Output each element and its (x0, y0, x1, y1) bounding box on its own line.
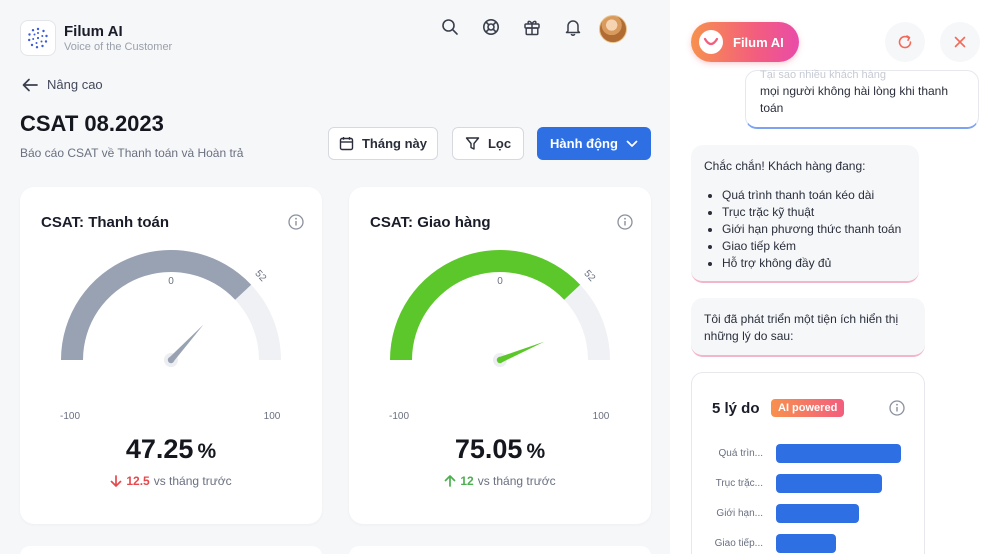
list-item: Giao tiếp kém (722, 238, 906, 255)
delta-text: vs tháng trước (477, 474, 556, 488)
gauge-mid-label: 0 (497, 276, 503, 287)
ai-chat-panel: Filum AI Tại sao nhiều khách hàng mọi ng… (670, 0, 1000, 554)
needle-center (496, 356, 504, 364)
csat-value: 75.05% (349, 434, 651, 465)
header-icons (440, 17, 583, 37)
gauge-marker-label: 52 (252, 268, 268, 284)
bar[interactable] (776, 474, 883, 493)
bar-label: Giới hạn... (716, 508, 763, 519)
list-item: Quá trình thanh toán kéo dài (722, 187, 906, 204)
gauge-min-label: -100 (60, 411, 80, 422)
bar-label: Trục trặc... (715, 478, 763, 489)
list-item: Trục trặc kỹ thuật (722, 204, 906, 221)
action-label: Hành động (550, 136, 618, 151)
reasons-widget: 5 lý do AI powered Quá trìn... Trục trặc.… (691, 372, 925, 554)
ai-message-text: Tôi đã phát triển một tiện ích hiển thị … (704, 312, 899, 343)
gauge-max-label: 100 (264, 411, 281, 422)
filum-ai-label: Filum AI (733, 34, 784, 50)
csat-number: 47.25 (125, 434, 194, 464)
search-icon[interactable] (440, 17, 460, 37)
gauge-needle (164, 324, 204, 367)
support-icon[interactable] (481, 17, 501, 37)
gauge-marker-label: 52 (581, 268, 597, 284)
filum-logo[interactable] (20, 20, 56, 56)
delta-row: 12 vs tháng trước (349, 474, 651, 488)
bar[interactable] (776, 444, 901, 463)
delta-text: vs tháng trước (153, 474, 232, 488)
list-item: Hỗ trợ không đầy đủ (722, 255, 906, 272)
refresh-icon (898, 35, 912, 49)
next-card-peek (20, 546, 322, 554)
avatar[interactable] (599, 15, 627, 43)
widget-title: 5 lý do (712, 400, 760, 417)
back-label: Nâng cao (47, 77, 103, 92)
delta-value: 12.5 (126, 474, 150, 488)
close-button[interactable] (940, 22, 980, 62)
bar[interactable] (776, 534, 836, 553)
csat-number: 75.05 (454, 434, 523, 464)
csat-unit: % (197, 440, 217, 463)
page-title: CSAT 08.2023 (20, 111, 164, 136)
csat-card-delivery: CSAT: Giao hàng -100 100 0 52 75.05% 12 … (349, 187, 651, 524)
ai-message-intro: Chắc chắn! Khách hàng đang: (704, 159, 866, 173)
gauge-fill (61, 250, 252, 360)
gauge-fill (390, 250, 581, 360)
smile-icon (699, 30, 723, 54)
user-message-text: mọi người không hài lòng khi thanh toán (760, 84, 949, 115)
arrow-left-icon (22, 78, 38, 91)
info-icon[interactable] (889, 400, 905, 416)
gauge-chart: -100 100 0 52 (389, 250, 610, 422)
needle-center (167, 356, 175, 364)
csat-card-payment: CSAT: Thanh toán -100 100 0 52 47.25% 12… (20, 187, 322, 524)
page-subtitle: Báo cáo CSAT về Thanh toán và Hoàn trả (20, 146, 244, 160)
refresh-button[interactable] (885, 22, 925, 62)
reason-list: Quá trình thanh toán kéo dài Trục trặc k… (704, 187, 906, 272)
gauge-chart: -100 100 0 52 (60, 250, 281, 422)
delta-value: 12 (460, 474, 474, 488)
logo-icon (28, 27, 48, 49)
app-name: Filum AI (64, 23, 123, 40)
chevron-down-icon (626, 140, 638, 147)
calendar-icon (339, 137, 354, 151)
card-title: CSAT: Giao hàng (370, 214, 491, 231)
bar-label: Giao tiếp... (714, 538, 763, 549)
filter-button[interactable]: Lọc (452, 127, 524, 160)
close-icon (954, 36, 966, 48)
gauge-min-label: -100 (389, 411, 409, 422)
arrow-down-icon (110, 475, 122, 487)
ai-message: Chắc chắn! Khách hàng đang: Quá trình th… (691, 145, 919, 283)
list-item: Giới hạn phương thức thanh toán (722, 221, 906, 238)
arrow-up-icon (444, 475, 456, 487)
gauge-needle (493, 341, 545, 367)
period-label: Tháng này (361, 136, 427, 151)
gift-icon[interactable] (522, 17, 542, 37)
card-title: CSAT: Thanh toán (41, 214, 170, 231)
csat-unit: % (526, 440, 546, 463)
info-icon[interactable] (617, 214, 633, 230)
next-card-peek (349, 546, 651, 554)
ai-powered-badge: AI powered (771, 399, 845, 417)
bar-label: Quá trìn... (718, 448, 763, 459)
app-subtitle: Voice of the Customer (64, 41, 173, 53)
main-area: Filum AI Voice of the Customer Nâng cao … (20, 15, 651, 554)
user-message-faded: Tại sao nhiều khách hàng (760, 69, 886, 81)
filter-label: Lọc (487, 136, 512, 151)
bar[interactable] (776, 504, 859, 523)
gauge-mid-label: 0 (168, 276, 174, 287)
period-button[interactable]: Tháng này (328, 127, 438, 160)
action-button[interactable]: Hành động (537, 127, 651, 160)
csat-value: 47.25% (20, 434, 322, 465)
info-icon[interactable] (288, 214, 304, 230)
needle (498, 341, 545, 363)
filter-icon (465, 137, 480, 150)
ai-message: Tôi đã phát triển một tiện ích hiển thị … (691, 298, 925, 357)
needle (168, 324, 204, 363)
filum-ai-button[interactable]: Filum AI (691, 22, 799, 62)
back-link[interactable]: Nâng cao (22, 77, 103, 92)
delta-row: 12.5 vs tháng trước (20, 474, 322, 488)
bell-icon[interactable] (563, 17, 583, 37)
gauge-max-label: 100 (593, 411, 610, 422)
user-message: Tại sao nhiều khách hàng mọi người không… (745, 69, 979, 129)
